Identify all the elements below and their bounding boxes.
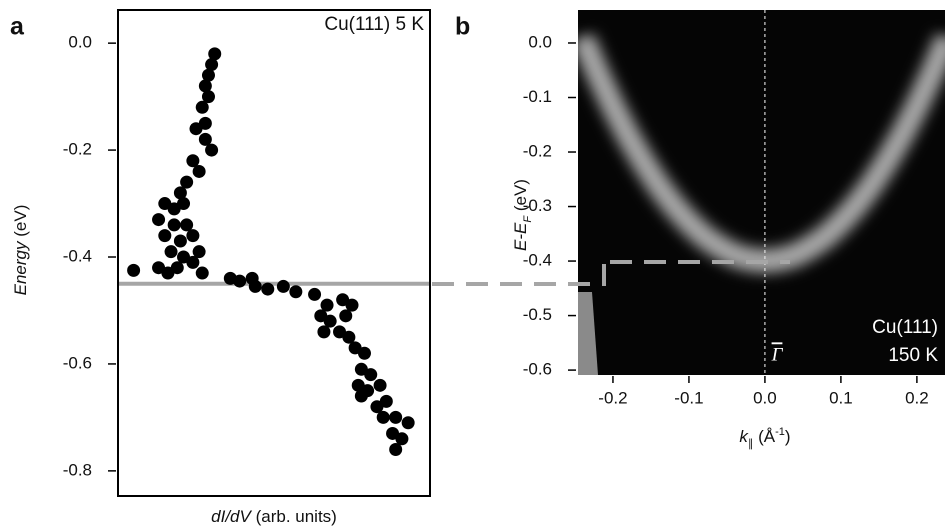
connector [432,260,610,286]
data-point [205,143,219,157]
label-part: (Å [753,427,775,446]
data-point [180,218,194,232]
y-tick-label: -0.6 [63,353,92,372]
y-tick-label: -0.1 [523,87,552,106]
panel-label: b [455,13,470,41]
data-point [158,229,172,243]
data-point [208,47,222,61]
annotation: Cu(111) 5 K [324,14,424,35]
data-point [320,298,334,312]
label-part: (arb. units) [251,507,337,526]
data-point [173,234,187,248]
data-point [180,175,194,189]
x-axis-label: dI/dV (arb. units) [211,507,337,526]
data-point [192,164,206,178]
data-point [248,279,262,293]
data-point [354,389,368,403]
image-background [578,10,945,375]
data-point [276,279,290,293]
y-tick-label: -0.5 [523,305,552,324]
x-tick-label: 0.2 [905,388,929,407]
data-point [205,58,219,72]
y-tick-label: -0.2 [63,140,92,159]
y-tick-label: -0.4 [523,251,552,270]
axes-frame [117,9,431,497]
data-point [201,90,215,104]
data-point [389,442,403,456]
data-point [195,100,209,114]
data-point [342,330,356,344]
y-tick-label: -0.8 [63,460,92,479]
data-point [186,229,200,243]
data-point [201,68,215,82]
y-tick-label: 0.0 [68,33,92,52]
y-tick-label: -0.2 [523,142,552,161]
data-point [317,325,331,339]
data-point [161,266,175,280]
data-point [195,266,209,280]
data-point [192,245,206,259]
label-part: E-E [511,222,530,251]
data-point [389,410,403,424]
label-part: ) [785,427,791,446]
annotation: Cu(111) [872,317,938,338]
x-axis-label: k∥ (Å-1) [739,426,790,450]
data-point [401,416,415,430]
x-tick-label: 0.0 [753,388,777,407]
data-point [198,132,212,146]
data-point [186,154,200,168]
data-point [395,432,409,446]
data-point [364,368,378,382]
data-point [357,346,371,360]
label-part: -1 [775,426,785,438]
data-point [373,378,387,392]
panel-a [118,47,430,456]
label-part: (eV) [511,179,530,216]
data-point [289,285,303,299]
data-point [339,309,353,323]
label-part: dI/dV [211,507,252,526]
x-tick-label: -0.1 [674,388,703,407]
data-point [376,410,390,424]
data-point [167,218,181,232]
data-point [323,314,337,328]
y-axis-label: E-EF (eV) [511,179,533,251]
data-point [345,298,359,312]
y-tick-label: 0.0 [528,32,552,51]
data-point [198,79,212,93]
data-point [173,186,187,200]
y-tick-label: -0.3 [523,196,552,215]
data-point [186,255,200,269]
annotation: 150 K [888,345,938,366]
data-point [308,287,322,301]
y-tick-label: -0.6 [523,360,552,379]
data-point [164,245,178,259]
label-part: k [739,427,749,446]
point-label: Γ [771,344,784,365]
panel-b [578,10,945,375]
data-point [379,394,393,408]
label-part: Energy [11,240,30,295]
data-point [127,263,141,277]
y-axis-label: Energy (eV) [11,205,30,296]
x-tick-label: 0.1 [829,388,853,407]
data-point [177,197,191,211]
label-part: F [522,215,534,223]
data-point [189,122,203,136]
label-part: ∥ [748,438,754,450]
data-point [233,274,247,288]
panel-label: a [10,13,25,41]
data-point [261,282,275,296]
data-point [152,213,166,227]
x-tick-label: -0.2 [598,388,627,407]
y-tick-label: -0.4 [63,246,92,265]
edge-shading [578,292,598,375]
label-part: (eV) [11,205,30,242]
